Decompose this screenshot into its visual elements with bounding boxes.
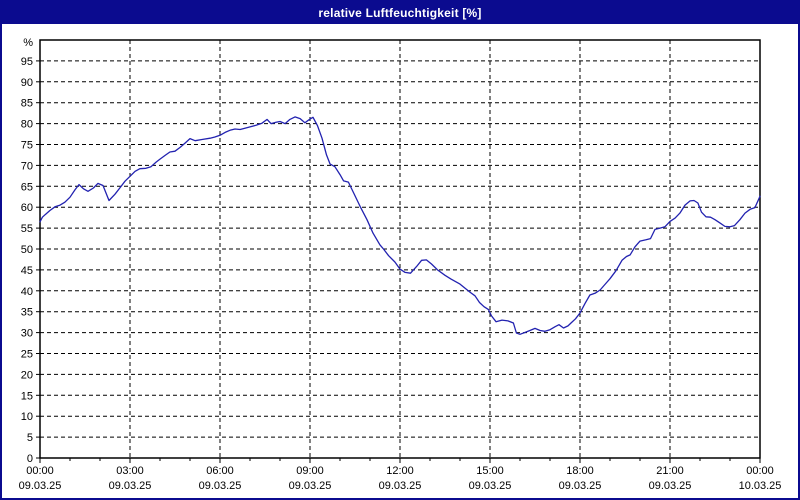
x-tick-time-label: 06:00 [206, 465, 234, 477]
y-tick-label: 55 [21, 223, 33, 235]
x-tick-date-label: 09.03.25 [199, 480, 242, 492]
x-axis-labels: 00:00 09.03.25 03:00 09.03.25 06:00 09.03.25 0… [19, 465, 782, 492]
x-tick-date-label: 09.03.25 [559, 480, 602, 492]
x-tick-time-label: 00:00 [26, 465, 54, 477]
x-tick-time-label: 21:00 [656, 465, 684, 477]
humidity-chart: 05101520253035404550556065707580859095%0… [19, 37, 782, 492]
title-bar: relative Luftfeuchtigkeit [%] [2, 2, 798, 24]
x-tick-date-label: 09.03.25 [19, 480, 62, 492]
y-axis-labels: 0 5 10 15 20 25 30 35 40 45 50 55 60 65 70 75 80 85 90 95% [21, 37, 33, 465]
y-tick-label: 65 [21, 181, 33, 193]
y-tick-label: 50 [21, 244, 33, 256]
y-axis-unit-label: % [23, 37, 33, 49]
x-tick-date-label: 09.03.25 [379, 480, 422, 492]
y-tick-label: 60 [21, 202, 33, 214]
y-tick-label: 0 [27, 453, 33, 465]
y-tick-label: 20 [21, 369, 33, 381]
x-tick-time-label: 12:00 [386, 465, 414, 477]
x-tick-time-label: 18:00 [566, 465, 594, 477]
humidity-series-line [39, 116, 761, 335]
x-tick-date-label: 09.03.25 [289, 480, 332, 492]
y-tick-label: 95 [21, 56, 33, 68]
y-tick-label: 80 [21, 119, 33, 131]
y-tick-label: 35 [21, 307, 33, 319]
x-tick-date-label: 09.03.25 [109, 480, 152, 492]
y-tick-label: 70 [21, 160, 33, 172]
y-tick-label: 45 [21, 265, 33, 277]
y-tick-label: 15 [21, 390, 33, 402]
chart-area: 0 5 10 15 20 25 30 35 40 45 50 55 60 65 70 75 80 85 90 95% 0… [2, 24, 798, 498]
window-title: relative Luftfeuchtigkeit [%] [318, 6, 482, 20]
y-tick-label: 30 [21, 328, 33, 340]
y-tick-label: 75 [21, 140, 33, 152]
x-tick-date-label: 10.03.25 [739, 480, 782, 492]
y-tick-label: 85 [21, 98, 33, 110]
gridlines [40, 40, 760, 458]
x-tick-date-label: 09.03.25 [649, 480, 692, 492]
y-tick-label: 25 [21, 349, 33, 361]
x-tick-time-label: 00:00 [746, 465, 774, 477]
x-tick-time-label: 09:00 [296, 465, 324, 477]
y-tick-label: 5 [27, 432, 33, 444]
y-tick-label: 10 [21, 411, 33, 423]
x-tick-time-label: 15:00 [476, 465, 504, 477]
axis-ticks [36, 60, 761, 463]
x-tick-time-label: 03:00 [116, 465, 144, 477]
y-tick-label: 90 [21, 77, 33, 89]
plot-frame [39, 39, 761, 459]
y-tick-label: 40 [21, 286, 33, 298]
x-tick-date-label: 09.03.25 [469, 480, 512, 492]
